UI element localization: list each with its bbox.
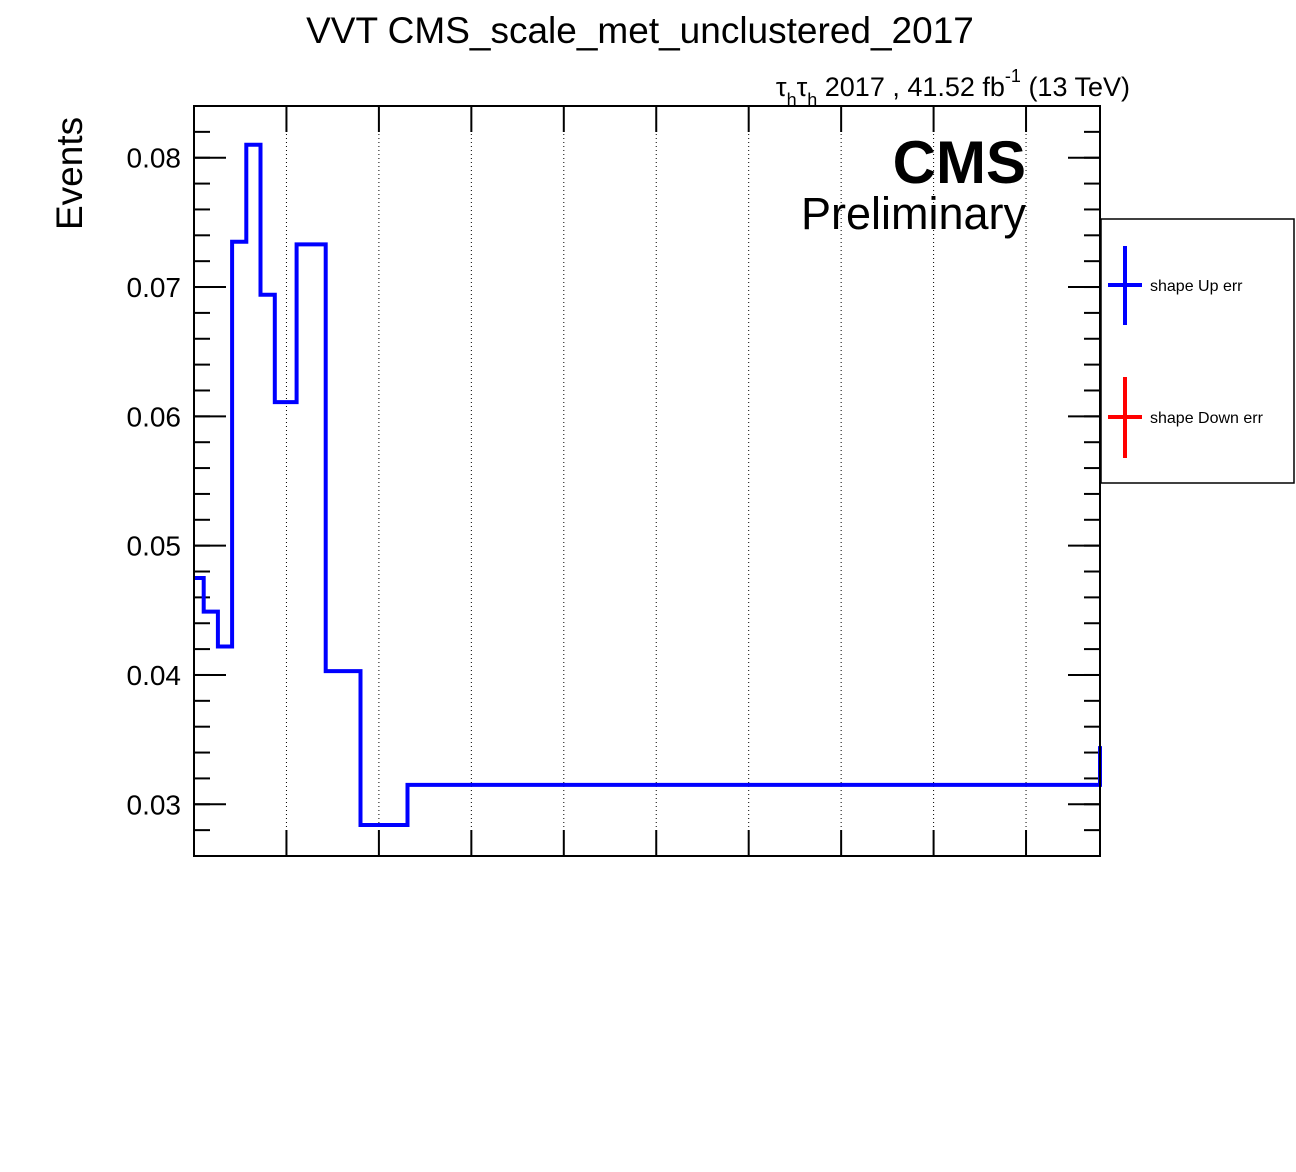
y-axis-label: Events — [49, 117, 90, 230]
chart-title: VVT CMS_scale_met_unclustered_2017 — [306, 10, 974, 51]
y-tick-label: 0.07 — [127, 272, 182, 303]
legend-entry-up: shape Up err — [1108, 246, 1243, 325]
series — [194, 142, 1102, 827]
y-tick-label: 0.06 — [127, 401, 182, 432]
cms-label: CMS — [893, 129, 1026, 196]
legend-entry-down: shape Down err — [1108, 377, 1264, 458]
y-tick-label: 0.05 — [127, 531, 182, 562]
legend-label-up: shape Up err — [1150, 278, 1243, 295]
chart-subtitle: τhτh 2017 , 41.52 fb-1 (13 TeV) — [776, 66, 1130, 110]
series-line-shape-up — [194, 142, 1102, 827]
legend: shape Up err shape Down err — [1100, 218, 1295, 484]
legend-box — [1100, 218, 1295, 484]
y-tick-label: 0.04 — [127, 660, 182, 691]
y-tick-labels: 0.03 0.04 0.05 0.06 0.07 0.08 — [127, 143, 182, 821]
plot-frame — [193, 105, 1101, 857]
legend-label-down: shape Down err — [1150, 410, 1264, 427]
y-tick-label: 0.08 — [127, 143, 182, 174]
grid — [285, 106, 1027, 856]
y-tick-label: 0.03 — [127, 789, 182, 820]
preliminary-label: Preliminary — [801, 188, 1027, 239]
